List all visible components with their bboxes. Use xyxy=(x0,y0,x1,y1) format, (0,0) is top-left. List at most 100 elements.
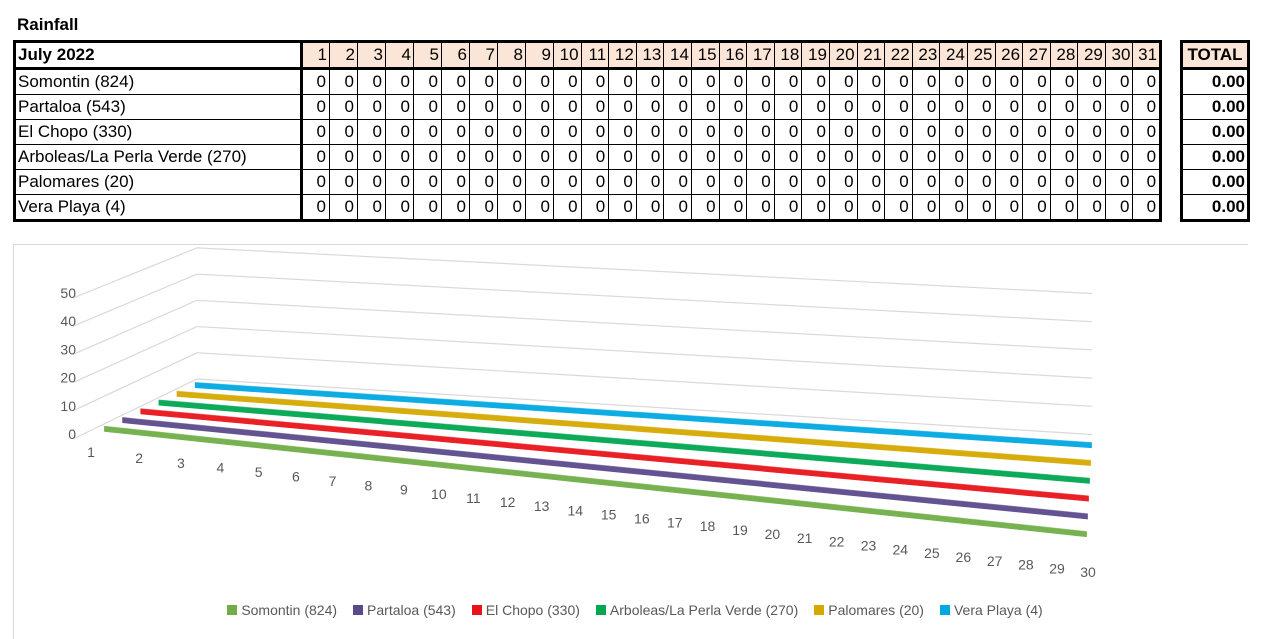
legend-swatch xyxy=(814,605,825,615)
legend-swatch xyxy=(939,605,950,615)
day-header: 26 xyxy=(994,41,1024,70)
rainfall-value-cell: 0 xyxy=(385,94,414,120)
rainfall-value-cell: 0 xyxy=(884,119,913,145)
x-tick-label: 15 xyxy=(601,506,617,522)
rainfall-value-cell: 0 xyxy=(441,144,470,170)
rainfall-value-cell: 0 xyxy=(994,119,1024,145)
rainfall-value-cell: 0 xyxy=(385,144,414,170)
series-ribbon xyxy=(122,416,1088,520)
day-header: 24 xyxy=(939,41,968,70)
day-header: 13 xyxy=(635,41,665,70)
x-tick-label: 9 xyxy=(400,482,408,498)
rainfall-value-cell: 0 xyxy=(329,194,358,221)
total-value-cell: 0.00 xyxy=(1181,68,1249,95)
rainfall-value-cell: 0 xyxy=(801,94,830,120)
rainfall-value-cell: 0 xyxy=(1077,194,1106,221)
gridline xyxy=(72,378,1093,440)
series-ribbon-highlight xyxy=(158,399,1090,479)
rainfall-value-cell: 0 xyxy=(966,144,996,170)
series-ribbon xyxy=(194,382,1092,449)
rainfall-value-cell: 0 xyxy=(718,194,748,221)
rainfall-value-cell: 0 xyxy=(635,144,665,170)
location-cell: Arboleas/La Perla Verde (270) xyxy=(14,144,303,170)
rainfall-value-cell: 0 xyxy=(773,194,803,221)
day-header: 25 xyxy=(966,41,996,70)
day-header: 23 xyxy=(911,41,941,70)
series-ribbon-highlight xyxy=(176,390,1091,461)
rainfall-value-cell: 0 xyxy=(1132,94,1162,120)
rainfall-value-cell: 0 xyxy=(441,119,470,145)
rainfall-value-cell: 0 xyxy=(1022,194,1051,221)
x-tick-label: 19 xyxy=(732,522,748,538)
rainfall-value-cell: 0 xyxy=(939,169,968,195)
x-tick-label: 7 xyxy=(329,473,337,489)
legend-label: Somontin (824) xyxy=(241,602,338,618)
rainfall-value-cell: 0 xyxy=(828,68,858,95)
day-header: 20 xyxy=(828,41,858,70)
rainfall-table: July 2022 1 2 3 4 5 6 7 8 9 10 11 12 13 14 15 16 17 18 19 20… xyxy=(13,40,1163,222)
x-tick-label: 4 xyxy=(217,460,225,476)
day-header: 28 xyxy=(1049,41,1079,70)
day-header: 21 xyxy=(856,41,886,70)
legend-label: Partaloa (543) xyxy=(367,602,456,618)
gridline xyxy=(72,247,1093,299)
legend-item: Partaloa (543) xyxy=(353,602,456,618)
x-tick-label: 26 xyxy=(956,549,972,565)
rainfall-value-cell: 0 xyxy=(525,68,554,95)
day-header: 4 xyxy=(385,41,414,70)
y-tick-label: 0 xyxy=(68,426,76,442)
rainfall-value-cell: 0 xyxy=(301,169,330,195)
legend-label: Vera Playa (4) xyxy=(953,602,1043,618)
day-header: 14 xyxy=(663,41,692,70)
rainfall-value-cell: 0 xyxy=(966,194,996,221)
rainfall-value-cell: 0 xyxy=(469,194,498,221)
rainfall-value-cell: 0 xyxy=(884,94,913,120)
rainfall-value-cell: 0 xyxy=(1132,194,1162,221)
legend-swatch xyxy=(471,605,482,615)
rainfall-value-cell: 0 xyxy=(441,169,470,195)
x-tick-label: 25 xyxy=(924,545,940,561)
rainfall-value-cell: 0 xyxy=(525,194,554,221)
total-value-cell: 0.00 xyxy=(1181,94,1249,120)
table-row: El Chopo (330) 0 0 0 0 0 0 0 0 0 0 0 0 0 0 0 0 0 0 0 0 0 0 0 0 0 0… xyxy=(14,119,1162,145)
rainfall-value-cell: 0 xyxy=(525,119,554,145)
day-header: 22 xyxy=(884,41,913,70)
x-tick-label: 1 xyxy=(87,444,95,460)
series-ribbon-highlight xyxy=(194,381,1092,443)
x-tick-label: 6 xyxy=(292,469,300,485)
legend-item: Vera Playa (4) xyxy=(939,602,1043,618)
rainfall-value-cell: 0 xyxy=(1132,144,1162,170)
rainfall-value-cell: 0 xyxy=(1077,94,1106,120)
y-tick-label: 40 xyxy=(60,313,76,329)
totals-table: TOTAL 0.00 0.00 0.00 0.00 0.00 0.00 xyxy=(1180,40,1250,222)
day-header: 19 xyxy=(801,41,830,70)
legend-label: Arboleas/La Perla Verde (270) xyxy=(609,602,799,618)
day-header: 10 xyxy=(553,41,582,70)
x-tick-label: 14 xyxy=(567,502,583,518)
rainfall-value-cell: 0 xyxy=(301,94,330,120)
gridline xyxy=(72,299,1093,355)
day-header: 17 xyxy=(746,41,775,70)
rainfall-value-cell: 0 xyxy=(497,119,526,145)
location-cell: Vera Playa (4) xyxy=(14,194,303,221)
x-tick-label: 28 xyxy=(1018,557,1034,573)
rainfall-value-cell: 0 xyxy=(441,68,470,95)
day-header: 11 xyxy=(580,41,610,70)
day-header: 6 xyxy=(441,41,470,70)
page-title: Rainfall xyxy=(17,15,79,34)
total-value-cell: 0.00 xyxy=(1181,119,1249,145)
rainfall-value-cell: 0 xyxy=(966,119,996,145)
rainfall-value-cell: 0 xyxy=(663,94,692,120)
x-tick-label: 12 xyxy=(500,494,516,510)
x-tick-label: 3 xyxy=(177,455,185,471)
rainfall-value-cell: 0 xyxy=(1049,94,1079,120)
day-header: 27 xyxy=(1022,41,1051,70)
rainfall-value-cell: 0 xyxy=(718,94,748,120)
rainfall-value-cell: 0 xyxy=(746,194,775,221)
rainfall-value-cell: 0 xyxy=(553,144,582,170)
x-tick-label: 13 xyxy=(534,498,550,514)
rainfall-value-cell: 0 xyxy=(469,169,498,195)
rainfall-value-cell: 0 xyxy=(856,194,886,221)
series-ribbon xyxy=(140,408,1089,502)
rainfall-value-cell: 0 xyxy=(884,194,913,221)
